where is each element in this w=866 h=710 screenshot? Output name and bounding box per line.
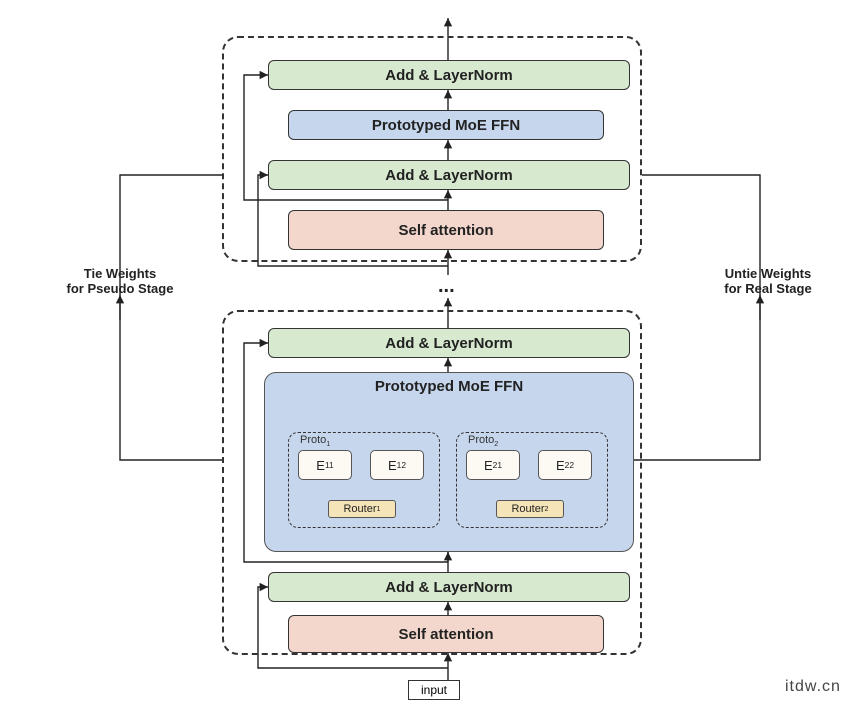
addnorm-bot-1: Add & LayerNorm — [268, 328, 630, 358]
expert-e12: E12 — [370, 450, 424, 480]
moe-panel-title: Prototyped MoE FFN — [264, 378, 634, 395]
addnorm-label: Add & LayerNorm — [385, 335, 513, 352]
addnorm-bot-2: Add & LayerNorm — [268, 572, 630, 602]
moe-ffn-label: Prototyped MoE FFN — [372, 117, 520, 134]
addnorm-label: Add & LayerNorm — [385, 67, 513, 84]
input-box: input — [408, 680, 460, 700]
watermark-text: itdw.cn — [785, 678, 841, 696]
addnorm-top-2: Add & LayerNorm — [268, 160, 630, 190]
addnorm-top-1: Add & LayerNorm — [268, 60, 630, 90]
selfattn-top: Self attention — [288, 210, 604, 250]
proto2-label: Proto2 — [468, 434, 498, 448]
diagram-canvas: Add & LayerNorm Prototyped MoE FFN Add &… — [0, 0, 866, 710]
expert-e11: E11 — [298, 450, 352, 480]
selfattn-bot: Self attention — [288, 615, 604, 653]
input-label: input — [421, 683, 447, 697]
moe-ffn-small: Prototyped MoE FFN — [288, 110, 604, 140]
selfattn-label: Self attention — [398, 222, 493, 239]
expert-e21: E21 — [466, 450, 520, 480]
untie-weights-label: Untie Weights for Real Stage — [688, 266, 848, 296]
router1: Router1 — [328, 500, 396, 518]
addnorm-label: Add & LayerNorm — [385, 167, 513, 184]
tie-weights-label: Tie Weights for Pseudo Stage — [40, 266, 200, 296]
addnorm-label: Add & LayerNorm — [385, 579, 513, 596]
ellipsis-icon: ... — [438, 275, 455, 298]
router2: Router2 — [496, 500, 564, 518]
proto1-label: Proto1 — [300, 434, 330, 448]
expert-e22: E22 — [538, 450, 592, 480]
selfattn-label: Self attention — [398, 626, 493, 643]
